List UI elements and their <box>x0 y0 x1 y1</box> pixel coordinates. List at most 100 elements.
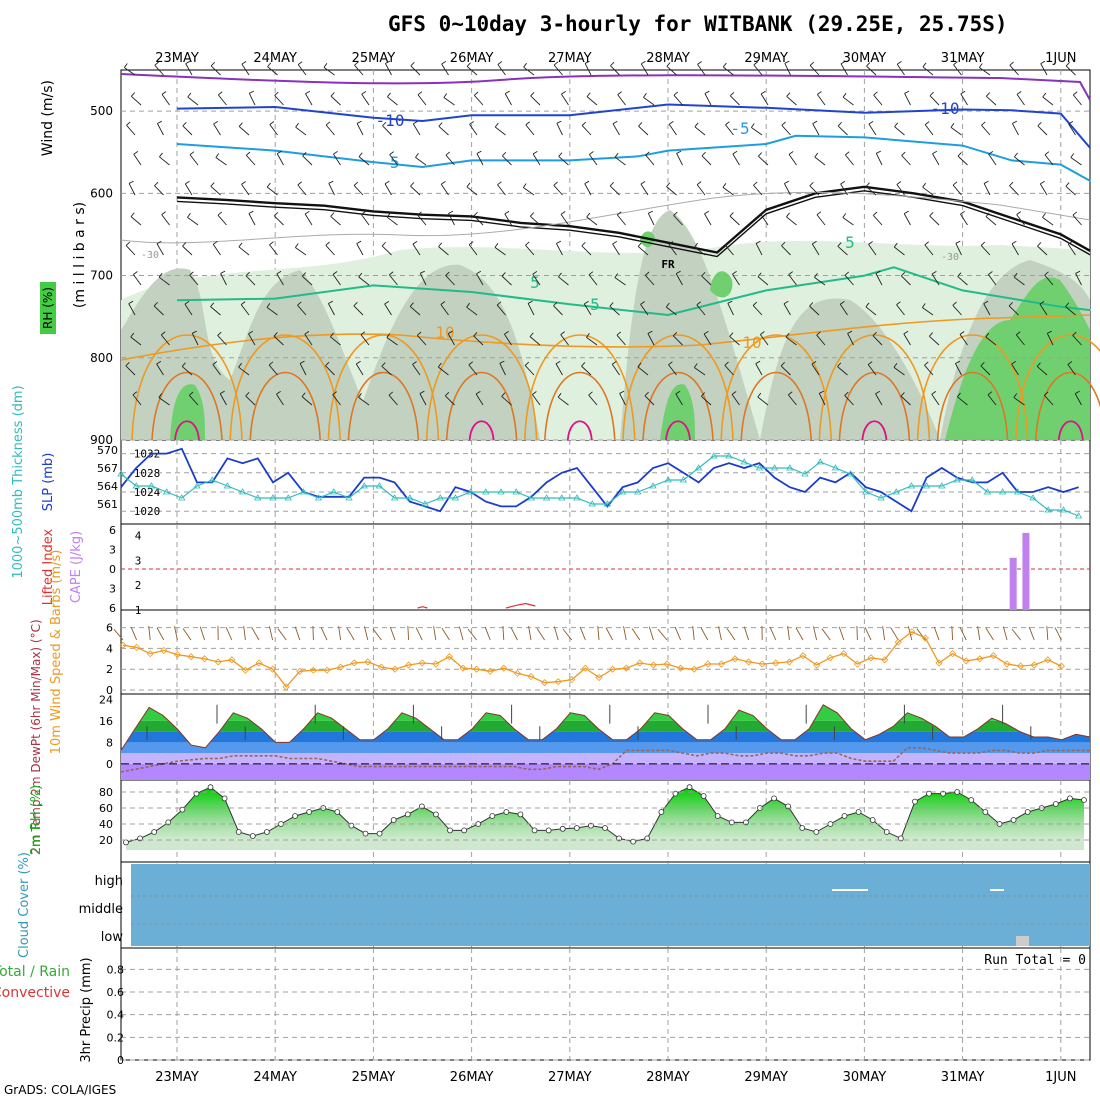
temp-line <box>120 704 1091 751</box>
thickness-marker <box>953 476 961 483</box>
upper-wind-barb-flag <box>386 333 391 338</box>
upper-wind-barb <box>360 214 370 226</box>
upper-wind-barb <box>248 213 256 226</box>
upper-wind-barb <box>494 126 506 136</box>
upper-wind-barb <box>1046 333 1054 346</box>
upper-wind-barb <box>896 184 905 196</box>
cloud-ylabel-high: high <box>95 874 123 889</box>
upper-wind-barb-flag <box>1016 331 1021 336</box>
isotherm-10-arch <box>818 334 931 441</box>
upper-wind-barb <box>153 305 164 316</box>
upper-wind-barb-flag <box>276 390 281 395</box>
upper-wind-barb-flag <box>894 122 899 127</box>
upper-wind-barb-flag <box>266 303 271 308</box>
date-bottom-label: 29MAY <box>744 1070 788 1085</box>
precip-run-total: Run Total = 0 <box>984 953 1086 968</box>
upper-wind-barb <box>979 67 991 76</box>
upper-wind-barb-flag <box>648 210 653 214</box>
upper-wind-barb <box>125 245 136 256</box>
wind10-point <box>160 646 168 655</box>
upper-wind-barb <box>384 183 392 196</box>
upper-wind-barb-flag <box>896 301 901 306</box>
upper-wind-barb <box>504 213 512 226</box>
rh-point <box>813 829 820 835</box>
wind10-barb <box>243 626 246 641</box>
upper-wind-barb-flag <box>957 392 961 398</box>
upper-wind-barb-flag <box>924 241 929 246</box>
wind10-barb <box>959 627 967 641</box>
upper-wind-barb-flag <box>873 211 878 216</box>
upper-wind-barb-flag <box>959 331 965 335</box>
wind10-barb <box>346 627 355 641</box>
upper-wind-barb-flag <box>727 300 733 304</box>
upper-wind-barb-flag <box>181 362 186 367</box>
upper-wind-barb-flag <box>384 180 390 185</box>
rh-area <box>126 787 1084 843</box>
wind10-point <box>418 659 426 667</box>
rh-ytick: 80 <box>99 786 113 799</box>
upper-wind-barb-flag <box>555 360 561 365</box>
slp-ytick-left: 564 <box>97 480 118 493</box>
wind10-barb <box>605 627 613 641</box>
upper-wind-barb-flag <box>220 270 226 274</box>
upper-wind-barb <box>387 96 398 106</box>
upper-wind-barb-flag <box>731 391 737 395</box>
upper-wind-barb <box>161 214 170 226</box>
upper-wind-barb-flag <box>1009 181 1014 186</box>
upper-wind-barb-flag <box>561 90 566 95</box>
upper-wind-barb <box>269 124 278 136</box>
upper-wind-barb-flag <box>159 152 163 158</box>
chart-title: GFS 0~10day 3-hourly for WITBANK (29.25E… <box>388 12 1008 36</box>
upper-wind-barb-flag <box>929 91 934 96</box>
wind10-point <box>609 665 617 673</box>
upper-wind-barb <box>701 155 712 166</box>
date-top-label: 31MAY <box>941 51 985 66</box>
upper-wind-barb <box>640 183 649 196</box>
upper-wind-barb <box>816 94 826 106</box>
upper-wind-barb <box>182 125 193 136</box>
upper-wind-barb <box>156 243 164 256</box>
upper-wind-barb <box>330 336 341 346</box>
upper-wind-barb <box>837 245 848 256</box>
wind10-point <box>622 664 630 672</box>
upper-wind-barb-flag <box>666 182 671 187</box>
upper-wind-barb <box>409 306 421 316</box>
upper-wind-barb-flag <box>1044 391 1049 396</box>
upper-wind-barb-flag <box>1042 213 1046 218</box>
upper-wind-barb-flag <box>676 150 682 154</box>
upper-wind-barb <box>588 274 598 286</box>
upper-wind-barb <box>210 306 221 316</box>
axes-labels: 23MAY 23MAY 24MAY 24MAY 25MAY 25MAY 26MAY 26MAY… <box>0 51 1076 1085</box>
rh-point <box>771 795 777 802</box>
upper-wind-barb <box>354 64 364 76</box>
upper-wind-barb <box>361 93 370 106</box>
wind10-point <box>894 638 902 646</box>
upper-wind-barb <box>932 153 940 166</box>
upper-wind-barb-flag <box>814 152 819 158</box>
li-line <box>417 606 428 609</box>
wind10-barb <box>838 626 845 641</box>
upper-wind-barb-flag <box>419 390 425 394</box>
upper-wind-barb-flag <box>297 181 302 186</box>
upper-wind-barb <box>438 125 449 136</box>
wind10-barb <box>182 628 192 641</box>
upper-wind-barb-flag <box>1075 270 1081 274</box>
upper-wind-barb <box>755 243 763 256</box>
date-bottom-label: 25MAY <box>352 1070 396 1085</box>
upper-wind-barb-flag <box>468 241 474 245</box>
upper-wind-barb <box>1042 216 1054 226</box>
cape-ytick: 4 <box>135 529 142 542</box>
rh-ylabel: 2m RH (%) <box>29 785 44 856</box>
upper-wind-barb-flag <box>524 361 530 366</box>
slp-ylabel-left: 1000~500mb Thickness (dm) <box>11 385 26 578</box>
upper-wind-barb-flag <box>901 151 906 156</box>
wind10-point <box>282 683 290 691</box>
rh-point <box>503 809 510 815</box>
upper-wind-barb-flag <box>189 391 194 396</box>
rh-point <box>855 809 862 815</box>
upper-wind-barb-flag <box>668 121 674 125</box>
rh-point <box>433 811 439 818</box>
upper-wind-barb <box>952 305 962 316</box>
upper-wind-barb-flag <box>903 330 909 335</box>
